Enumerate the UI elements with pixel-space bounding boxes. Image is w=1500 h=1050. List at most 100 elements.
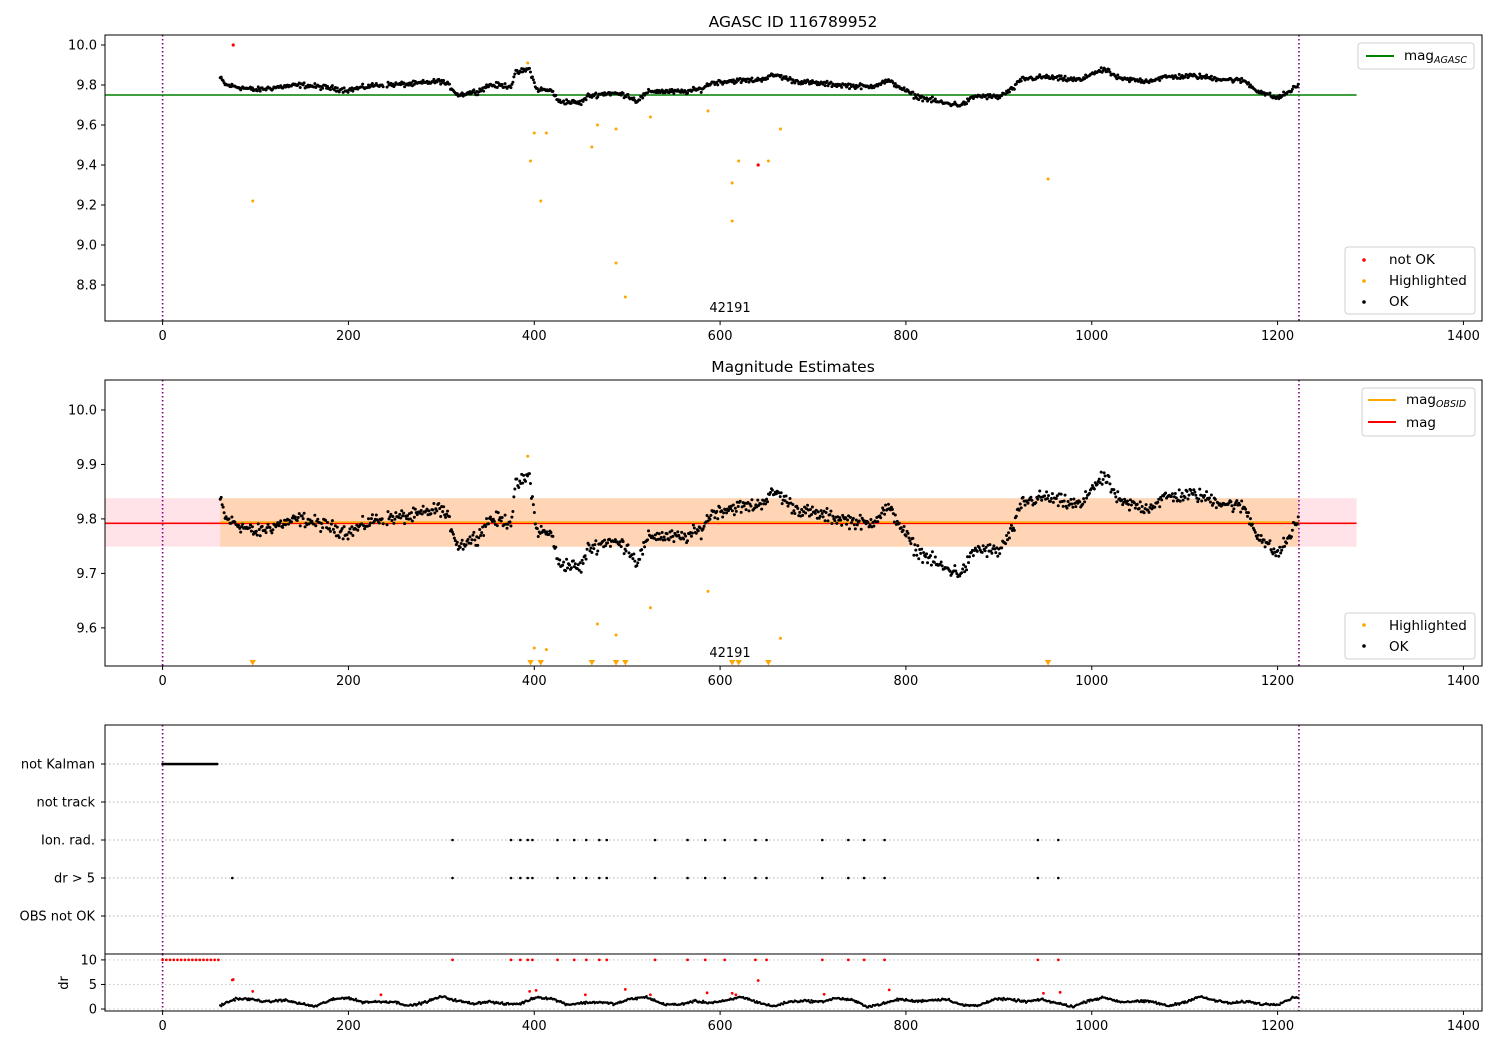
ok-point (749, 504, 753, 508)
y-tick-label: 9.4 (76, 159, 97, 174)
dr-ok-point (611, 1002, 614, 1005)
ok-point (1142, 511, 1146, 515)
ok-point (663, 538, 667, 542)
ok-point (392, 521, 396, 525)
ok-point (1045, 490, 1049, 494)
ok-point (733, 506, 737, 510)
ok-point (1276, 549, 1280, 553)
ok-point (564, 569, 568, 573)
ok-point (511, 80, 515, 84)
ok-point (1285, 541, 1289, 545)
ok-point (840, 85, 844, 89)
ok-point (331, 527, 335, 531)
ok-point (868, 523, 872, 527)
ok-point (684, 89, 688, 93)
ok-point (455, 540, 459, 544)
ok-point (230, 515, 234, 519)
ok-point (1170, 492, 1174, 496)
ok-point (818, 514, 822, 518)
dr-not-ok-clipped-point (846, 958, 850, 962)
highlighted-point (251, 199, 255, 203)
flag-point (883, 838, 886, 842)
ok-point (388, 515, 392, 519)
panel-magnitude-estimates: Magnitude Estimates 0 200 400 600 800 1000 120… (68, 358, 1483, 689)
highlighted-point (590, 145, 594, 149)
ok-point (1082, 497, 1086, 501)
ok-point (484, 525, 488, 529)
ok-point (1279, 551, 1283, 555)
ok-point (1277, 554, 1281, 558)
ok-point (298, 86, 302, 90)
ok-point (786, 504, 790, 508)
ok-point (477, 536, 481, 540)
ok-point (619, 93, 623, 97)
panel-agasc-obsid-label: 42191 (709, 301, 750, 316)
ok-point (577, 568, 581, 572)
ok-point (260, 524, 264, 528)
ok-point (790, 511, 794, 515)
ok-point (967, 555, 971, 559)
flag-point (509, 838, 513, 842)
ok-point (1098, 481, 1102, 485)
flag-point (598, 876, 601, 880)
ok-point (562, 560, 566, 564)
highlighted-point (778, 127, 782, 131)
ok-point (1274, 554, 1278, 558)
ok-point (1046, 497, 1050, 501)
ok-point (672, 91, 676, 95)
ok-point (1012, 87, 1016, 91)
ok-point (1097, 477, 1101, 481)
highlighted-point (730, 219, 734, 223)
ok-point (1061, 504, 1065, 508)
ok-point (1069, 497, 1073, 501)
ok-point (500, 83, 504, 87)
flag-point (556, 838, 559, 842)
ok-point (408, 517, 412, 521)
dr-ok-point (910, 998, 914, 1002)
ok-point (607, 537, 611, 541)
dr-not-ok-point (730, 991, 734, 995)
ok-point (554, 545, 558, 549)
dr-ok-point (1142, 1001, 1146, 1004)
ok-point (821, 515, 825, 519)
ok-point (940, 564, 944, 568)
ok-point (768, 491, 772, 495)
ok-point (1158, 79, 1162, 83)
ok-point (1282, 536, 1286, 540)
ok-point (295, 519, 299, 523)
ok-point (1159, 495, 1163, 499)
highlighted-point (778, 636, 782, 640)
ok-point (917, 98, 921, 102)
ok-point (321, 86, 325, 90)
ok-point (742, 504, 746, 508)
ok-point (266, 522, 270, 526)
ok-point (471, 533, 475, 537)
dr-not-ok-clipped-point (531, 958, 534, 962)
ok-point (432, 77, 436, 81)
ok-point (256, 522, 260, 526)
ok-point (1007, 90, 1011, 94)
dr-ok-point (920, 1000, 923, 1004)
ok-point (326, 520, 330, 524)
ok-point (222, 511, 226, 515)
flag-point (230, 876, 234, 880)
x-tick-label: 0 (158, 329, 166, 344)
ok-point (813, 511, 817, 515)
axes-frame (104, 953, 1483, 1012)
dr-not-ok-point (822, 992, 826, 996)
ok-point (1256, 533, 1260, 537)
ok-point (320, 521, 324, 525)
dr-ok-point (1001, 999, 1004, 1002)
ok-point (1049, 496, 1053, 500)
ok-point (503, 513, 507, 517)
flag-point (584, 876, 588, 880)
highlighted-point (648, 115, 652, 119)
ok-point (413, 507, 417, 511)
ok-point (708, 517, 712, 521)
ok-point (458, 545, 462, 549)
ok-point (1230, 504, 1234, 508)
ok-point (1289, 535, 1293, 539)
flag-point (686, 838, 689, 842)
x-tick-label: 600 (708, 1019, 733, 1034)
dr-ok-point (1085, 1001, 1088, 1004)
